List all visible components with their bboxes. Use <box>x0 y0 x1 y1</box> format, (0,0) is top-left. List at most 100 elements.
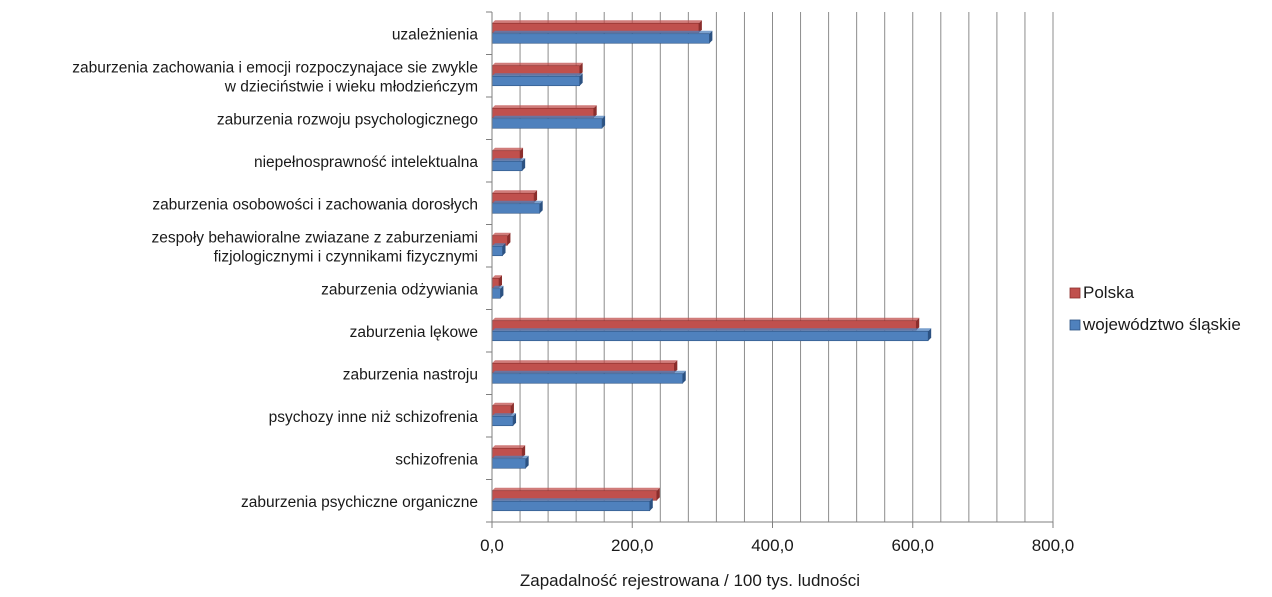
bar-top-face <box>492 190 538 194</box>
bar-top-face <box>492 20 702 24</box>
category-label-line: schizofrenia <box>395 451 478 468</box>
bar-top-face <box>492 275 503 279</box>
category-label-line: zaburzenia lękowe <box>350 324 478 341</box>
bar-side-face <box>520 147 524 161</box>
bar-top-face <box>492 105 597 109</box>
bar-side-face <box>502 243 506 256</box>
bar-side-face <box>602 115 606 129</box>
category-label: zaburzenia rozwoju psychologicznego <box>217 111 478 128</box>
bar-top-face <box>492 285 504 289</box>
bar-top-face <box>492 498 653 502</box>
bar-slaskie <box>491 330 929 342</box>
bar-side-face <box>513 413 517 426</box>
bar-slaskie <box>491 33 710 44</box>
bar-side-face <box>507 232 511 246</box>
bar-top-face <box>492 62 583 66</box>
bar-top-face <box>492 360 678 364</box>
category-label: zespoły behawioralne zwiazane z zaburzen… <box>151 229 478 265</box>
bar-side-face <box>674 360 678 373</box>
bar-side-face <box>579 73 583 86</box>
bar-top-face <box>492 455 529 459</box>
legend: Polska województwo śląskie <box>1069 283 1241 334</box>
x-tick-label: 800,0 <box>1032 536 1075 555</box>
gridlines <box>519 12 1054 522</box>
bar-side-face <box>500 285 504 299</box>
bar-slaskie <box>491 373 684 384</box>
category-label-line: niepełnosprawność intelektualna <box>254 154 478 171</box>
category-label: zaburzenia osobowości i zachowania doros… <box>152 196 478 213</box>
bar-top-face <box>492 232 511 236</box>
bar-side-face <box>682 370 686 384</box>
category-label-line: zaburzenia zachowania i emocji rozpoczyn… <box>72 59 478 76</box>
category-label: schizofrenia <box>395 451 478 468</box>
bar-side-face <box>499 275 503 288</box>
bar-side-face <box>649 498 653 511</box>
bar-slaskie <box>491 458 526 469</box>
category-label-line: zaburzenia osobowości i zachowania doros… <box>152 196 478 213</box>
bar-slaskie <box>491 245 503 257</box>
bar-side-face <box>928 328 932 341</box>
category-label: niepełnosprawność intelektualna <box>254 154 478 171</box>
category-label: uzależnienia <box>392 26 479 43</box>
bar-side-face <box>593 105 597 118</box>
bars <box>491 20 932 512</box>
bar-top-face <box>492 158 526 162</box>
bar-side-face <box>916 317 920 331</box>
x-tick-label: 600,0 <box>891 536 934 555</box>
bar-side-face <box>534 190 538 203</box>
bar-slaskie <box>491 160 523 172</box>
bar-side-face <box>698 20 702 33</box>
category-label-line: fizjologicznymi i czynnikami fizycznymi <box>214 248 478 265</box>
category-label: zaburzenia odżywiania <box>321 281 478 298</box>
category-label: psychozy inne niż schizofrenia <box>269 409 479 426</box>
bar-side-face <box>709 30 713 44</box>
legend-swatch-slaskie <box>1069 319 1081 331</box>
x-tick-label: 0,0 <box>480 536 504 555</box>
category-label: zaburzenia lękowe <box>350 324 478 341</box>
bar-top-face <box>492 147 524 151</box>
category-labels: uzależnienia zaburzenia zachowania i emoc… <box>72 26 478 511</box>
x-tick-labels: 0,0 200,0 400,0 600,0 800,0 <box>480 536 1074 555</box>
bar-top-face <box>492 30 713 34</box>
bar-top-face <box>492 200 543 204</box>
bar-slaskie <box>491 288 501 299</box>
bar-side-face <box>510 402 514 416</box>
bar-top-face <box>492 243 506 247</box>
bar-side-face <box>656 487 660 501</box>
category-label: zaburzenia zachowania i emocji rozpoczyn… <box>72 59 478 95</box>
category-label-line: zaburzenia rozwoju psychologicznego <box>217 111 478 128</box>
axes <box>486 11 1054 528</box>
bar-side-face <box>522 158 526 171</box>
bar-top-face <box>492 370 686 374</box>
category-label: zaburzenia psychiczne organiczne <box>241 494 478 511</box>
bar-side-face <box>539 200 543 214</box>
bar-top-face <box>492 487 660 491</box>
category-label-line: w dzieciństwie i wieku młodzieńczym <box>224 78 478 95</box>
category-label-line: zespoły behawioralne zwiazane z zaburzen… <box>151 229 478 246</box>
bar-slaskie <box>491 415 514 427</box>
bar-top-face <box>492 445 526 449</box>
category-label-line: psychozy inne niż schizofrenia <box>269 409 479 426</box>
x-tick-label: 400,0 <box>751 536 794 555</box>
category-label-line: zaburzenia psychiczne organiczne <box>241 494 478 511</box>
bar-side-face <box>579 62 583 76</box>
bar-slaskie <box>491 75 580 87</box>
bar-slaskie <box>491 500 651 512</box>
bar-slaskie <box>491 118 603 129</box>
category-label-line: uzależnienia <box>392 26 479 43</box>
bar-slaskie <box>491 203 540 214</box>
bar-side-face <box>525 455 529 469</box>
category-label-line: zaburzenia odżywiania <box>321 281 478 298</box>
x-axis-title: Zapadalność rejestrowana / 100 tys. ludn… <box>520 571 860 590</box>
legend-label: województwo śląskie <box>1082 315 1241 334</box>
legend-swatch-polska <box>1069 287 1081 299</box>
category-label: zaburzenia nastroju <box>343 366 478 383</box>
bar-top-face <box>492 413 517 417</box>
bar-top-face <box>492 317 920 321</box>
bar-top-face <box>492 115 606 119</box>
bar-top-face <box>492 73 583 77</box>
bar-side-face <box>522 445 526 458</box>
bar-top-face <box>492 328 932 332</box>
bar-top-face <box>492 402 514 406</box>
